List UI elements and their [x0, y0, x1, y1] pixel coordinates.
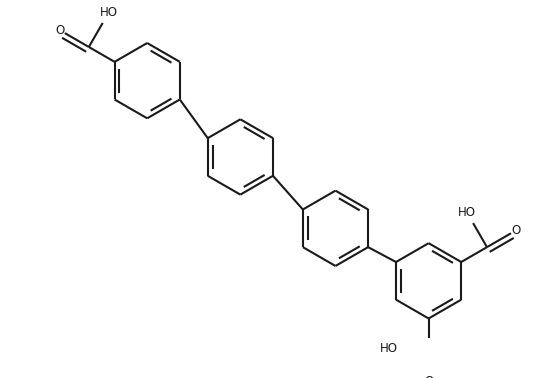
Text: HO: HO	[100, 6, 118, 19]
Text: O: O	[424, 375, 433, 378]
Text: HO: HO	[458, 206, 476, 219]
Text: O: O	[55, 24, 64, 37]
Text: HO: HO	[380, 342, 398, 355]
Text: O: O	[512, 224, 521, 237]
